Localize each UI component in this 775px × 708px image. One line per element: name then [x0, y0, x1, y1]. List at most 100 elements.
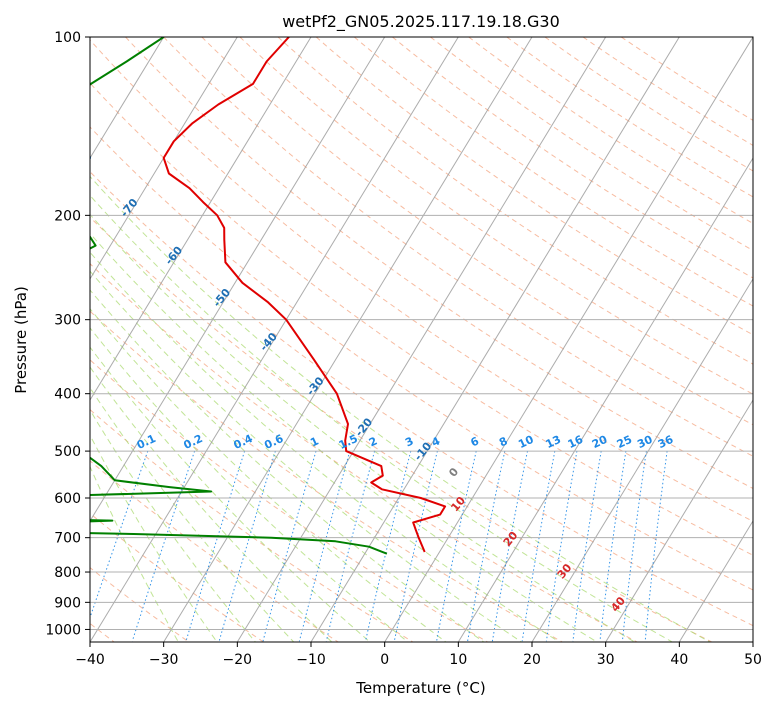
isotherm-line	[236, 37, 607, 642]
y-tick-label: 600	[54, 491, 81, 507]
isotherm-label: -60	[162, 244, 185, 268]
dry-adiabat	[125, 37, 753, 490]
mixing-ratio-line	[621, 451, 647, 642]
mixing-ratio-label: 25	[615, 433, 634, 451]
moist-adiabat	[90, 194, 673, 642]
isotherm-label: -90	[30, 98, 53, 122]
mixing-ratio-line	[572, 451, 602, 642]
mixing-ratio-line	[491, 450, 528, 642]
dry-adiabat	[90, 408, 414, 642]
dry-adiabat	[90, 171, 753, 627]
mixing-ratio-label: 20	[590, 433, 610, 451]
dry-adiabat	[277, 37, 753, 365]
dry-adiabat	[90, 82, 753, 556]
dry-adiabat	[315, 37, 753, 336]
isotherm-label: -100	[0, 49, 10, 79]
mixing-ratio-label: 13	[544, 433, 563, 451]
dry-adiabat	[90, 310, 563, 642]
x-tick-label: 20	[523, 652, 541, 668]
mixing-ratio-label: 10	[516, 433, 536, 451]
moist-adiabat	[90, 251, 560, 642]
temperature-profile-line	[162, 37, 447, 553]
mixing-ratio-line	[262, 450, 317, 642]
x-tick-label: 50	[744, 652, 762, 668]
y-tick-label: 100	[54, 30, 81, 46]
y-axis-title: Pressure (hPa)	[12, 286, 30, 394]
y-tick-label: 700	[54, 531, 81, 547]
mixing-ratio-line	[393, 450, 438, 642]
isotherm-line	[605, 399, 753, 642]
dry-adiabat	[90, 359, 488, 642]
moist-adiabat	[90, 386, 295, 642]
mixing-ratio-line	[365, 450, 412, 642]
isotherm-line	[752, 641, 753, 642]
y-tick-label: 300	[54, 313, 81, 329]
mixing-ratio-label: 6	[469, 434, 482, 449]
isotherm-line	[310, 37, 680, 642]
dry-adiabat	[468, 37, 753, 224]
y-tick-label: 200	[54, 208, 81, 224]
moist-adiabat	[90, 434, 218, 642]
mixing-ratio-label: 1	[308, 434, 320, 449]
dry-adiabat	[582, 37, 753, 146]
mixing-ratio-line	[325, 450, 376, 642]
mixing-ratio-line	[545, 451, 578, 642]
isotherm-line	[90, 37, 165, 159]
isotherm-label: 40	[608, 594, 628, 614]
mixing-ratio-label: 0.6	[262, 432, 285, 452]
y-tick-label: 400	[54, 387, 81, 403]
isotherm-line	[384, 37, 753, 642]
x-tick-label: −30	[149, 652, 179, 668]
mixing-ratio-line	[131, 450, 196, 642]
mixing-ratio-label: 30	[635, 433, 655, 451]
x-tick-label: 30	[597, 652, 615, 668]
x-tick-label: 40	[670, 652, 688, 668]
isotherm-line	[90, 37, 238, 280]
moist-adiabat	[90, 465, 179, 642]
isotherm-line	[531, 278, 753, 642]
mixing-ratio-line	[599, 451, 627, 642]
mixing-ratio-label: 0.1	[135, 432, 158, 452]
moist-adiabat	[90, 327, 409, 642]
y-tick-label: 900	[54, 595, 81, 611]
isotherm-label: -80	[72, 150, 95, 174]
dry-adiabat	[353, 37, 753, 307]
dry-adiabat	[392, 37, 753, 279]
dry-adiabat	[430, 37, 753, 252]
x-tick-label: −40	[75, 652, 105, 668]
mixing-ratio-label: 8	[497, 434, 509, 449]
x-tick-label: 10	[449, 652, 467, 668]
isotherm-label: 30	[555, 561, 575, 581]
x-tick-label: −10	[296, 652, 326, 668]
moist-adiabat	[90, 213, 635, 642]
dry-adiabat	[90, 512, 264, 642]
isotherm-label: -50	[210, 286, 233, 310]
isotherm-line	[90, 37, 386, 522]
x-tick-label: −20	[223, 652, 253, 668]
chart-title: wetPf2_GN05.2025.117.19.18.G30	[282, 12, 560, 32]
dry-adiabat	[90, 263, 638, 642]
mixing-ratio-label: 16	[566, 433, 586, 451]
mixing-ratio-line	[90, 450, 149, 620]
dry-adiabat	[544, 37, 753, 172]
isotherm-line	[457, 157, 753, 642]
mixing-ratio-line	[185, 450, 246, 642]
isotherm-label: -40	[257, 330, 280, 354]
isotherm-line	[678, 520, 753, 642]
isotherm-label: 0	[446, 465, 461, 479]
moist-adiabat	[90, 366, 333, 642]
mixing-ratio-line	[298, 450, 351, 642]
dry-adiabat	[90, 39, 753, 522]
isotherm-label: -30	[304, 374, 327, 398]
isotherm-label: -70	[118, 196, 141, 220]
y-tick-label: 800	[54, 565, 81, 581]
dewpoint-profile-line	[90, 37, 388, 555]
x-axis-title: Temperature (°C)	[355, 679, 485, 697]
isotherm-line	[90, 37, 459, 642]
mixing-ratio-line	[467, 450, 506, 642]
mixing-ratio-label: 36	[656, 433, 676, 451]
mixing-ratio-line	[521, 451, 556, 642]
isotherm-line	[163, 37, 533, 642]
isotherm-line	[90, 37, 312, 401]
